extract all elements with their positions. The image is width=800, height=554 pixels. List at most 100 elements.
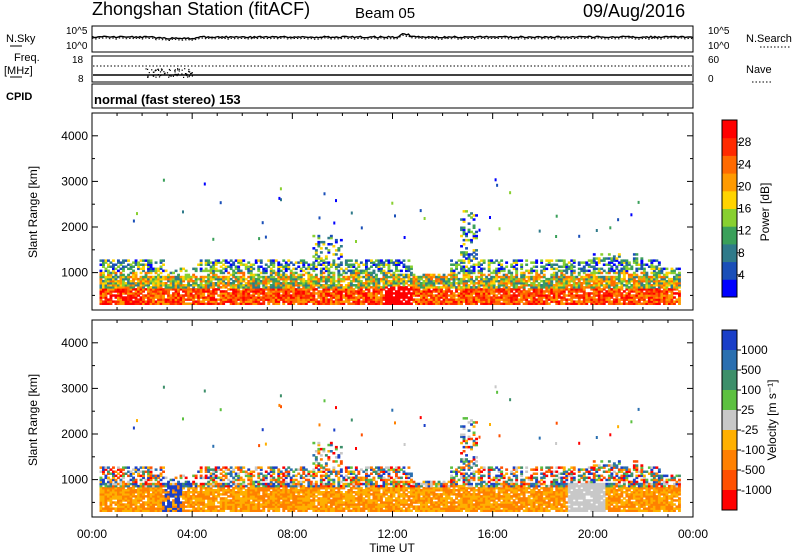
power-cell [422,292,426,295]
power-cell [257,265,261,268]
power-cell [247,286,251,289]
power-cell [542,279,546,283]
power-cell [470,282,473,285]
power-cell [582,300,586,303]
power-cell [212,284,216,287]
power-cell [585,261,589,264]
power-cell [234,286,238,289]
power-cell [527,290,531,293]
power-cell [257,296,261,299]
power-cell [552,300,556,303]
power-cell [577,298,581,301]
velocity-cell [99,476,103,480]
velocity-cell [217,468,221,471]
velocity-cell [134,491,138,494]
power-cell [412,286,416,289]
velocity-cell [139,497,143,500]
power-cell [455,261,458,264]
power-cell [137,292,140,295]
power-cell [517,294,521,297]
velocity-cell [202,493,206,496]
velocity-cell [137,470,140,473]
power-cell [592,282,596,285]
power-cell [547,284,551,287]
power-cell [199,284,203,287]
power-cell [460,259,463,262]
power-cell [492,261,496,264]
velocity-cell [222,503,226,506]
power-cell [442,286,446,289]
power-cell [635,257,639,260]
power-cell [257,292,261,295]
power-cell [673,282,676,285]
power-cell [234,284,238,287]
power-cell [124,288,128,291]
power-cell [242,292,246,295]
velocity-cell [229,499,233,502]
power-cell [462,251,466,254]
power-cell [490,298,494,301]
velocity-cell [117,509,120,512]
power-cell [537,282,541,285]
velocity-cell [142,484,145,488]
velocity-cell [212,489,216,492]
power-cell [109,265,113,268]
power-cell [134,282,138,285]
power-cell [117,259,120,262]
power-cell [304,300,308,303]
power-cell [237,267,241,271]
power-cell [294,296,298,299]
power-cell [224,282,228,285]
power-cell [440,275,443,279]
power-cell [147,284,150,287]
velocity-cell [217,486,221,490]
power-cell [668,271,671,275]
power-cell [585,296,589,299]
power-cell [237,279,241,283]
power-cell [142,279,145,283]
power-cell [405,292,408,295]
velocity-cell [187,484,191,488]
power-cell [490,292,494,295]
power-cell [592,277,596,281]
power-cell [507,292,511,295]
power-cell [460,228,463,232]
power-cell [537,298,541,301]
power-cell [650,267,654,271]
power-cell [530,277,534,281]
power-cell [462,288,466,291]
velocity-cell [212,482,216,486]
power-cell [372,277,376,281]
power-cell [149,279,153,283]
velocity-cell [147,484,150,488]
power-cell [344,284,348,287]
power-cell [487,294,491,297]
power-cell [640,259,644,262]
power-cell [154,300,158,303]
power-cell [520,273,524,277]
power-cell [375,284,378,287]
power-cell [137,284,140,287]
power-cell [292,296,296,299]
power-cell [324,300,328,303]
power-cell [322,243,326,246]
power-cell [532,300,536,303]
power-cell [104,269,108,273]
velocity-cell [217,491,221,494]
power-cell [482,286,486,289]
power-cell [352,269,356,273]
power-cell [319,259,323,262]
power-cell [339,302,343,305]
power-cell [359,279,363,283]
power-cell [232,282,236,285]
power-cell [617,288,621,291]
power-cell [645,290,649,293]
velocity-cell [184,476,188,480]
power-cell [282,296,286,299]
power-cell [462,243,466,246]
power-cell [665,292,669,295]
power-cell [392,277,396,281]
velocity-cell [114,497,118,500]
power-cell [612,300,616,303]
power-cell [632,294,636,297]
